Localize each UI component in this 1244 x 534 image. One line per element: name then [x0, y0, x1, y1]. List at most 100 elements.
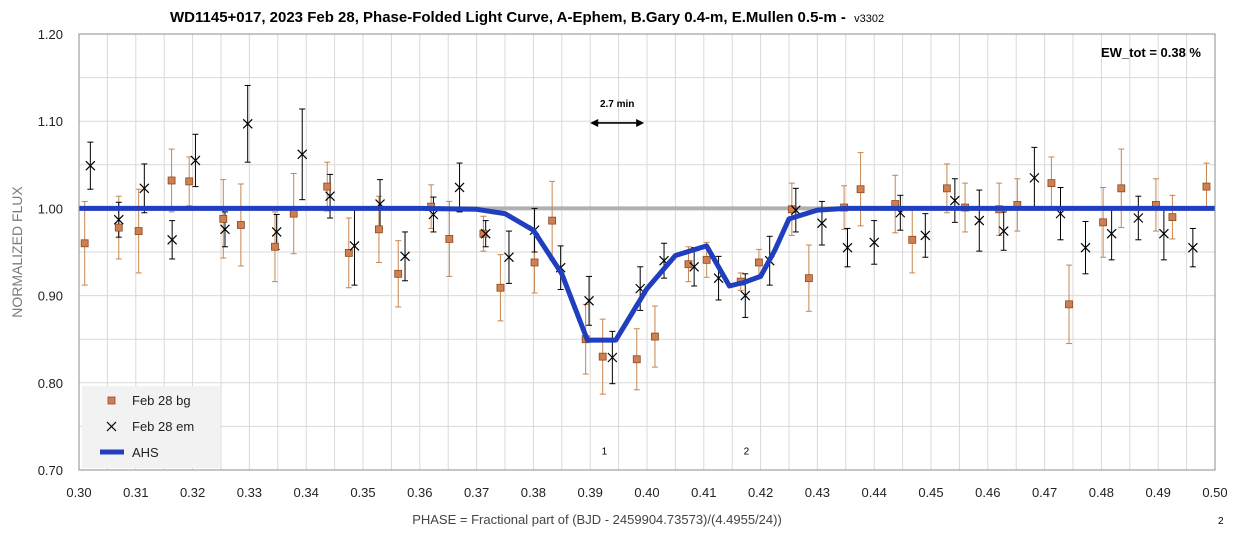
x-tick-label: 0.35 — [350, 485, 375, 500]
em-point-stroke-b — [790, 205, 801, 216]
x-tick-label: 0.32 — [180, 485, 205, 500]
chart-title-version: v3302 — [854, 13, 884, 25]
bg-point — [167, 176, 176, 185]
em-point-stroke-b — [920, 230, 931, 241]
bg-point — [1117, 184, 1126, 193]
em-point-stroke-b — [659, 255, 669, 266]
y-axis-label: NORMALIZED FLUX — [9, 186, 25, 318]
bg-point — [185, 177, 194, 186]
x-tick-label: 0.33 — [237, 485, 262, 500]
em-point-stroke-b — [190, 155, 201, 166]
x-tick-labels: 0.30 0.31 0.32 0.33 0.34 0.35 0.36 0.37 0.38 0.39… — [66, 485, 1227, 500]
bg-point — [1099, 218, 1108, 227]
x-tick-label: 0.31 — [123, 485, 148, 500]
bg-point — [80, 239, 89, 248]
em-point-stroke-b — [400, 251, 410, 262]
y-tick-label: 1.10 — [38, 114, 63, 129]
em-point — [400, 251, 410, 262]
bg-point — [344, 248, 353, 257]
y-tick-label: 1.20 — [38, 27, 63, 42]
bg-point — [943, 184, 951, 193]
legend-bg-label: Feb 28 bg — [132, 393, 191, 408]
em-point-stroke-b — [220, 224, 230, 235]
em-point-stroke-b — [689, 261, 700, 272]
em-point-stroke-b — [949, 195, 960, 206]
em-point — [869, 237, 880, 248]
em-point-stroke-b — [974, 215, 985, 226]
x-tick-label: 0.41 — [691, 485, 716, 500]
grid-lines — [78, 33, 1216, 471]
em-point-stroke-b — [242, 118, 253, 129]
legend-em-label: Feb 28 em — [132, 419, 194, 434]
em-point-stroke-b — [480, 228, 491, 239]
em-point-stroke-b — [504, 252, 514, 263]
bg-point — [271, 242, 279, 251]
bg-point — [323, 182, 332, 191]
em-point — [271, 227, 282, 237]
em-point — [1187, 242, 1198, 253]
dip-2-label: 2 — [744, 446, 750, 457]
bg-point — [598, 352, 607, 361]
x-tick-label: 0.47 — [1032, 485, 1057, 500]
em-point — [842, 242, 853, 253]
x-tick-label: 0.49 — [1146, 485, 1171, 500]
em-point — [817, 218, 827, 229]
em-point-stroke-b — [271, 227, 282, 237]
em-point — [689, 261, 700, 272]
em-point-stroke-b — [1106, 228, 1117, 239]
bg-point — [804, 274, 813, 283]
bg-point — [651, 332, 659, 341]
bg-point — [548, 216, 557, 225]
em-markers — [85, 118, 1198, 363]
x-tick-label: 0.37 — [464, 485, 489, 500]
bg-point — [856, 185, 865, 194]
em-point-stroke-b — [349, 240, 360, 251]
bg-point — [1065, 300, 1073, 309]
x-tick-label: 0.42 — [748, 485, 773, 500]
y-tick-label: 0.70 — [38, 463, 63, 478]
legend-em-marker — [106, 421, 117, 432]
em-point-stroke-b — [869, 237, 880, 248]
bg-point — [394, 269, 403, 278]
em-point — [242, 118, 253, 129]
bg-point — [754, 258, 763, 267]
em-point-stroke-b — [740, 290, 751, 301]
em-point — [949, 195, 960, 206]
em-point-stroke-b — [635, 283, 646, 294]
em-point — [998, 226, 1009, 236]
y-tick-label: 0.80 — [38, 376, 63, 391]
em-point-stroke-b — [817, 218, 827, 229]
bg-point — [289, 209, 298, 218]
em-point — [190, 155, 201, 166]
x-axis-label: PHASE = Fractional part of (BJD - 245990… — [412, 512, 782, 527]
em-point-stroke-b — [85, 160, 96, 171]
y-tick-labels: 0.70 0.80 0.90 1.00 1.10 1.20 — [38, 27, 63, 478]
em-point-stroke-b — [454, 182, 465, 193]
bg-point — [702, 255, 711, 264]
em-point-stroke-b — [584, 295, 594, 306]
bg-point — [236, 221, 245, 229]
bg-point — [445, 235, 454, 243]
bg-point — [219, 214, 228, 223]
em-point-stroke-b — [139, 183, 150, 194]
em-point-stroke-b — [325, 191, 335, 202]
duration-arrow-head-right — [636, 118, 645, 127]
legend-bg-marker — [107, 396, 116, 405]
em-point — [790, 205, 801, 216]
em-point-stroke-b — [428, 209, 439, 220]
bg-point — [1168, 213, 1177, 222]
bg-point — [530, 258, 539, 267]
corner-label: 2 — [1218, 516, 1224, 527]
bg-point — [496, 283, 505, 292]
bg-point — [134, 227, 143, 235]
ew-tot-annotation: EW_tot = 0.38 % — [1101, 45, 1201, 60]
em-point — [974, 215, 985, 226]
x-tick-label: 0.44 — [862, 485, 887, 500]
dip-1-label: 1 — [602, 446, 608, 457]
em-point — [167, 234, 178, 245]
x-tick-label: 0.39 — [578, 485, 603, 500]
em-point — [584, 295, 594, 306]
duration-arrow-head-left — [590, 118, 599, 127]
em-point — [139, 183, 150, 194]
x-tick-label: 0.45 — [918, 485, 943, 500]
